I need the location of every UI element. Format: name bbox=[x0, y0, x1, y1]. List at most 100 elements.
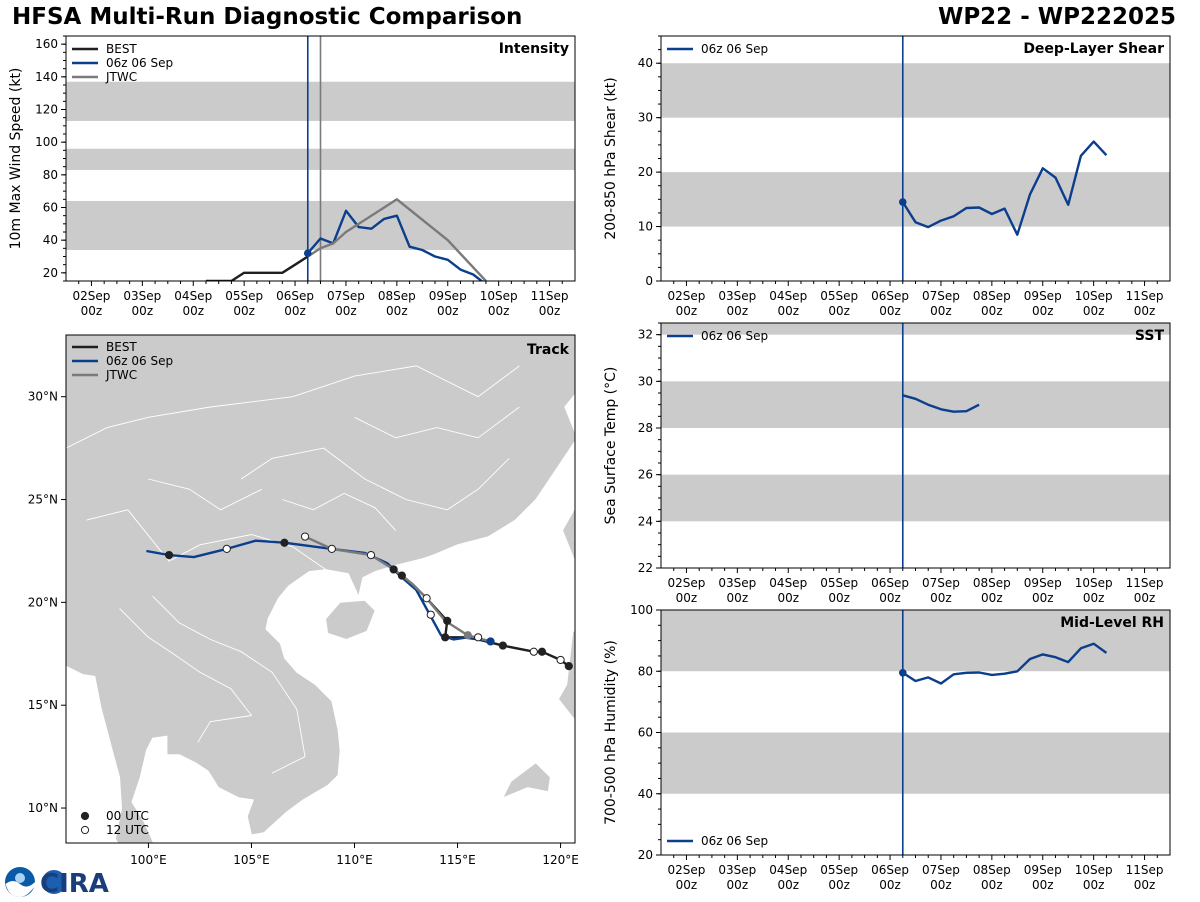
sst-xtick-label: 02Sep bbox=[668, 576, 706, 590]
sst-xtick-label: 00z bbox=[727, 591, 749, 605]
logo-text: CIRA bbox=[40, 869, 109, 898]
track-point-00 bbox=[498, 641, 507, 650]
intensity-legend-label: 06z 06 Sep bbox=[106, 56, 173, 70]
intensity-xtick-label: 03Sep bbox=[123, 289, 161, 303]
admin-border bbox=[86, 509, 326, 570]
intensity-xtick-label: 00z bbox=[81, 304, 103, 318]
shear-panel: 01020304002Sep00z03Sep00z04Sep00z05Sep00… bbox=[603, 35, 1171, 318]
shear-xtick-label: 04Sep bbox=[769, 289, 807, 303]
track-xtick-label: 100°E bbox=[130, 853, 167, 867]
sst-xtick-label: 00z bbox=[1083, 591, 1105, 605]
intensity-xtick-label: 00z bbox=[335, 304, 357, 318]
sst-xtick-label: 00z bbox=[1032, 591, 1054, 605]
shear-ytick-label: 10 bbox=[638, 220, 653, 234]
intensity-ytick-label: 20 bbox=[43, 266, 58, 280]
intensity-ytick-label: 80 bbox=[43, 168, 58, 182]
sst-title: SST bbox=[1135, 328, 1165, 344]
land-luzon bbox=[558, 630, 575, 720]
track-legend-label: BEST bbox=[106, 340, 137, 354]
shear-xtick-label: 08Sep bbox=[973, 289, 1011, 303]
track-marker-legend-label: 00 UTC bbox=[106, 809, 149, 823]
shear-xtick-label: 10Sep bbox=[1075, 289, 1113, 303]
track-point-00 bbox=[389, 565, 398, 574]
land-mainland bbox=[66, 335, 575, 843]
shear-xtick-label: 11Sep bbox=[1126, 289, 1164, 303]
track-map bbox=[66, 335, 575, 843]
rh-band bbox=[661, 610, 1170, 672]
track-title: Track bbox=[527, 342, 570, 358]
intensity-ytick-label: 160 bbox=[35, 37, 58, 51]
rh-xtick-label: 00z bbox=[1032, 878, 1054, 892]
track-point-12 bbox=[222, 544, 231, 553]
track-marker-legend-dot bbox=[80, 825, 90, 835]
sst-xtick-label: 00z bbox=[879, 591, 901, 605]
sst-ytick-label: 30 bbox=[638, 374, 653, 388]
shear-ytick-label: 30 bbox=[638, 111, 653, 125]
noaa-logo-icon: CIRA bbox=[5, 867, 109, 899]
rh-ytick-label: 100 bbox=[630, 603, 653, 617]
track-xtick-label: 115°E bbox=[439, 853, 476, 867]
sst-xtick-label: 00z bbox=[676, 591, 698, 605]
track-panel: 100°E 105°E 110°E 115°E 120°E 10°N 15°N 20°N 25°… bbox=[28, 334, 579, 867]
track-ytick-label: 25°N bbox=[28, 493, 58, 507]
shear-xtick-label: 00z bbox=[727, 304, 749, 318]
rh-xtick-label: 00z bbox=[1134, 878, 1156, 892]
intensity-series-jtwc bbox=[307, 198, 487, 281]
sst-panel: 22242628303202Sep00z03Sep00z04Sep00z05Se… bbox=[603, 322, 1171, 605]
rh-xtick-label: 07Sep bbox=[922, 863, 960, 877]
track-ytick-label: 10°N bbox=[28, 801, 58, 815]
sst-xtick-label: 08Sep bbox=[973, 576, 1011, 590]
shear-xtick-label: 00z bbox=[1083, 304, 1105, 318]
sst-xtick-label: 03Sep bbox=[718, 576, 756, 590]
track-xtick-label: 110°E bbox=[336, 853, 373, 867]
track-frame bbox=[65, 334, 576, 844]
sst-xtick-label: 04Sep bbox=[769, 576, 807, 590]
intensity-xtick-label: 00z bbox=[386, 304, 408, 318]
rh-xtick-label: 09Sep bbox=[1024, 863, 1062, 877]
intensity-panel: 2040608010012014016002Sep00z03Sep00z04Se… bbox=[8, 35, 576, 318]
shear-xtick-label: 07Sep bbox=[922, 289, 960, 303]
track-point-12 bbox=[327, 544, 336, 553]
track-point-00 bbox=[441, 633, 450, 642]
rh-ylabel: 700-500 hPa Humidity (%) bbox=[603, 640, 619, 825]
sst-ytick-label: 22 bbox=[638, 561, 653, 575]
intensity-xtick-label: 00z bbox=[233, 304, 255, 318]
intensity-xtick-label: 00z bbox=[132, 304, 154, 318]
track-point-12 bbox=[300, 532, 310, 541]
sst-band bbox=[661, 323, 1170, 335]
sst-xtick-label: 07Sep bbox=[922, 576, 960, 590]
shear-legend-label: 06z 06 Sep bbox=[701, 42, 768, 56]
intensity-legend-label: JTWC bbox=[105, 70, 137, 84]
sst-ytick-label: 24 bbox=[638, 514, 653, 528]
rh-xtick-label: 00z bbox=[930, 878, 952, 892]
track-marker-legend-dot bbox=[80, 811, 90, 821]
rh-xtick-label: 10Sep bbox=[1075, 863, 1113, 877]
cira-logo: CIRA bbox=[4, 866, 114, 899]
rh-xtick-label: 06Sep bbox=[871, 863, 909, 877]
intensity-ytick-label: 60 bbox=[43, 201, 58, 215]
track-point-run bbox=[486, 637, 495, 646]
intensity-xtick-label: 04Sep bbox=[174, 289, 212, 303]
admin-border bbox=[282, 492, 397, 531]
sst-band bbox=[661, 474, 1170, 522]
rh-xtick-label: 03Sep bbox=[718, 863, 756, 877]
track-jtwc bbox=[304, 535, 491, 643]
track-ytick-label: 30°N bbox=[28, 390, 58, 404]
intensity-series-run bbox=[306, 209, 484, 281]
track-point-jtwc bbox=[463, 631, 472, 640]
track-point-12 bbox=[366, 550, 376, 560]
intensity-xtick-label: 00z bbox=[437, 304, 459, 318]
track-xtick-label: 120°E bbox=[542, 853, 579, 867]
rh-legend-label: 06z 06 Sep bbox=[701, 834, 768, 848]
shear-ylabel: 200-850 hPa Shear (kt) bbox=[603, 77, 619, 239]
intensity-series-best bbox=[206, 255, 309, 281]
shear-band bbox=[661, 63, 1170, 118]
intensity-xtick-label: 09Sep bbox=[429, 289, 467, 303]
intensity-xtick-label: 05Sep bbox=[225, 289, 263, 303]
shear-series-group bbox=[898, 140, 1108, 236]
rh-init-marker bbox=[898, 668, 907, 677]
intensity-xtick-label: 11Sep bbox=[531, 289, 569, 303]
track-point-12 bbox=[426, 610, 435, 619]
rh-ytick-label: 40 bbox=[638, 787, 653, 801]
